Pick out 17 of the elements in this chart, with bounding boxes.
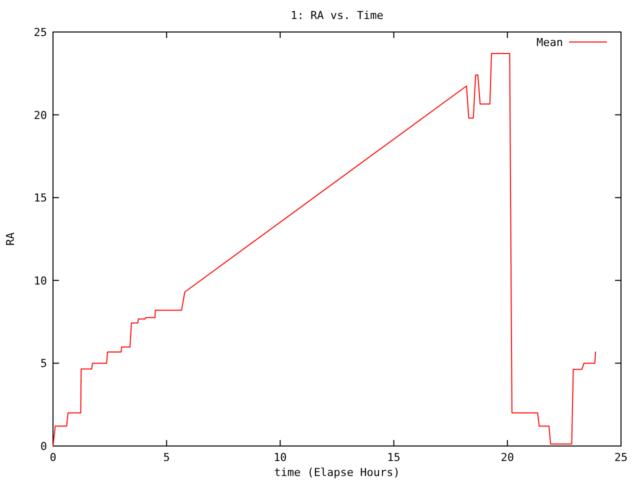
x-tick-label: 5 bbox=[163, 451, 170, 464]
y-tick-label: 0 bbox=[40, 440, 47, 453]
x-tick-label: 20 bbox=[500, 451, 514, 464]
y-tick-label: 15 bbox=[34, 192, 47, 205]
x-axis-title: time (Elapse Hours) bbox=[274, 466, 400, 479]
x-tick-label: 0 bbox=[50, 451, 56, 464]
line-series bbox=[52, 53, 596, 446]
legend-label: Mean bbox=[536, 36, 563, 49]
chart-title: 1: RA vs. Time bbox=[290, 9, 384, 22]
y-axis-title: RA bbox=[4, 232, 17, 246]
y-tick-label: 20 bbox=[34, 108, 47, 122]
y-tick-label: 10 bbox=[34, 274, 47, 288]
y-tick-label: 25 bbox=[34, 26, 47, 39]
y-tick-label: 5 bbox=[40, 357, 47, 370]
x-tick-label: 25 bbox=[614, 451, 628, 464]
x-tick-label: 15 bbox=[387, 451, 400, 464]
x-tick-label: 10 bbox=[274, 451, 287, 464]
